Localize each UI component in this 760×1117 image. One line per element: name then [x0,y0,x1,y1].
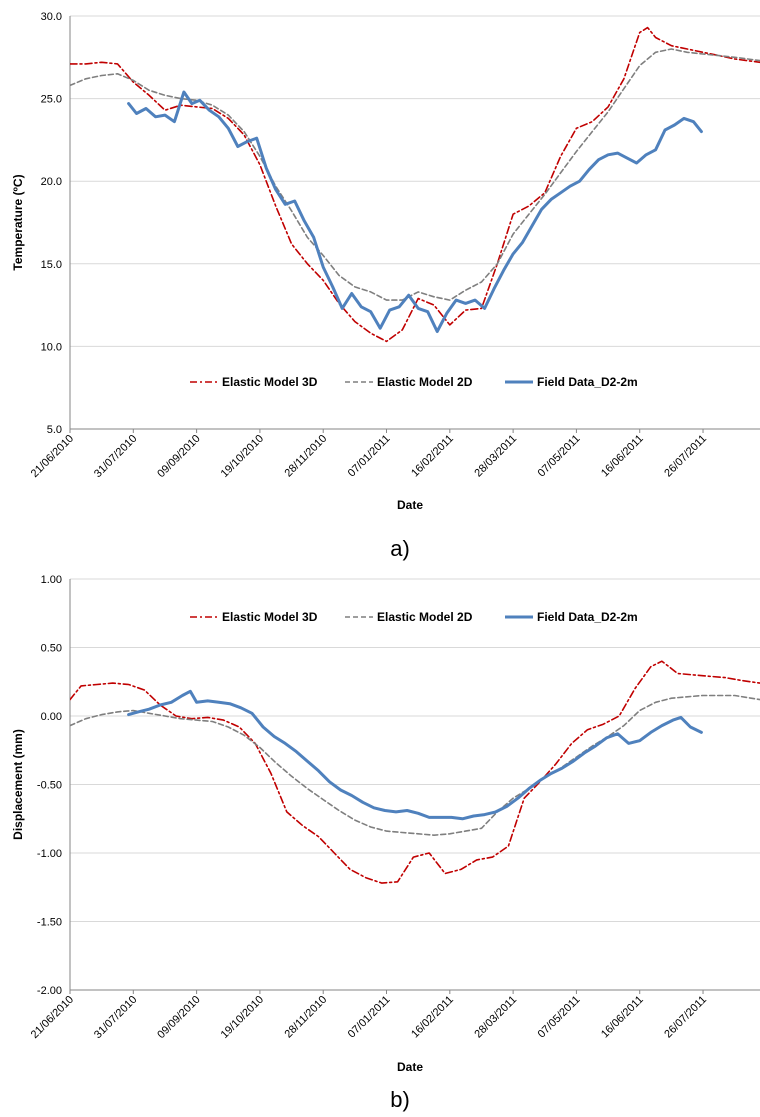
chart1-x-tick-label: 16/02/2011 [409,994,456,1041]
chart0-y-tick-label: 25.0 [41,94,62,106]
chart0-y-tick-label: 15.0 [41,259,62,271]
chart0-x-axis-title: Date [397,498,423,512]
chart0-x-tick-label: 31/07/2010 [92,433,139,480]
chart0-series-line-2 [127,90,703,333]
chart1-legend: Elastic Model 3D Elastic Model 2D Field Da… [190,610,638,624]
chart1-y-tick-label: -2.00 [37,985,62,997]
chart0-x-tick-label: 16/06/2011 [599,433,646,480]
chart1-y-tick-label: -0.50 [37,780,62,792]
chart0-y-axis-title: Temperature (ºC) [11,174,25,270]
chart1-x-axis-title: Date [397,1060,423,1074]
chart0-y-tick-label: 20.0 [41,176,62,188]
chart1-x-tick-label: 26/07/2011 [662,994,709,1041]
chart0-x-tick-label: 21/06/2010 [29,433,76,480]
chart0-x-tick-label: 16/02/2011 [409,433,456,480]
chart1-y-tick-label: -1.00 [37,848,62,860]
chart0-x-tick-label: 28/03/2011 [472,433,519,480]
chart0-series-line-0 [70,26,760,343]
chart0-legend-label-2: Field Data_D2-2m [537,375,638,389]
chart1-x-tick-label: 07/05/2011 [536,994,583,1041]
chart1-legend-label-0: Elastic Model 3D [222,610,318,624]
chart1-x-tick-label: 07/01/2011 [346,994,393,1041]
chart1-series-line-2 [127,689,703,821]
chart1-series-line-0 [70,660,760,884]
chart1-group: -2.00 -1.50 -1.00 -0.50 0.00 0.50 1.00 21/06/20… [11,574,760,1112]
chart1-x-tick-label: 16/06/2011 [599,994,646,1041]
chart0-x-tick-label: 26/07/2011 [662,433,709,480]
chart1-y-tick-label: 0.00 [41,711,62,723]
chart1-legend-label-1: Elastic Model 2D [377,610,473,624]
chart0-series-line-1 [70,48,760,301]
chart0-y-tick-label: 10.0 [41,341,62,353]
chart1-y-tick-label: 0.50 [41,643,62,655]
chart0-x-tick-label: 07/01/2011 [346,433,393,480]
chart0-x-tick-label: 19/10/2010 [219,433,266,480]
chart0-legend-label-1: Elastic Model 2D [377,375,473,389]
chart1-legend-label-2: Field Data_D2-2m [537,610,638,624]
chart0-x-tick-label: 07/05/2011 [536,433,583,480]
chart1-x-tick-label: 31/07/2010 [92,994,139,1041]
chart1-panel-label: b) [390,1087,410,1112]
chart1-x-tick-label: 09/09/2010 [155,994,202,1041]
chart1-x-tick-label: 28/11/2010 [282,994,329,1041]
chart1-x-tick-label: 19/10/2010 [219,994,266,1041]
chart1-x-tick-label: 28/03/2011 [472,994,519,1041]
chart0-legend-label-0: Elastic Model 3D [222,375,318,389]
chart0-x-tick-label: 09/09/2010 [155,433,202,480]
chart0-panel-label: a) [390,536,410,561]
chart1-y-tick-label: 1.00 [41,574,62,586]
chart0-group: 5.0 10.0 15.0 20.0 25.0 30.0 21/06/2010 31/07/2… [11,11,760,561]
chart1-y-tick-label: -1.50 [37,917,62,929]
chart0-x-tick-label: 28/11/2010 [282,433,329,480]
chart0-y-tick-label: 30.0 [41,11,62,23]
chart1-y-axis-title: Displacement (mm) [11,729,25,840]
chart1-x-tick-label: 21/06/2010 [29,994,76,1041]
chart1-series-line-1 [70,694,760,836]
chart0-legend: Elastic Model 3D Elastic Model 2D Field Da… [190,375,638,389]
chart0-y-tick-label: 5.0 [47,424,62,436]
